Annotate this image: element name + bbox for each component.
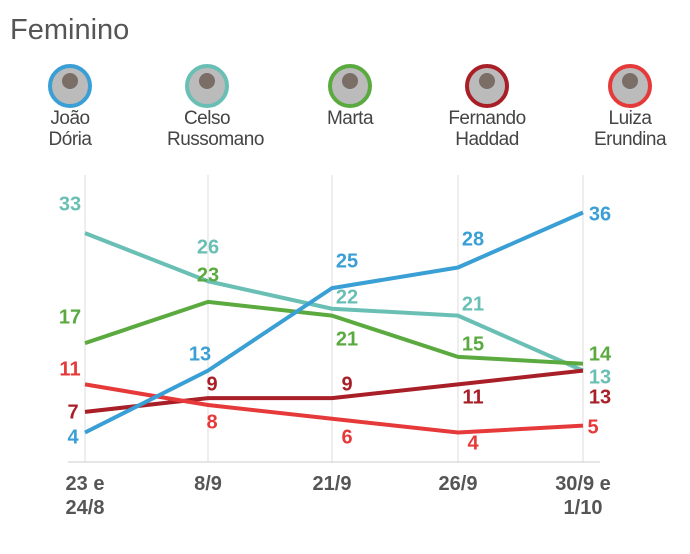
data-label: 7 (67, 401, 78, 423)
data-label: 26 (197, 236, 219, 258)
legend-avatar-head (342, 73, 358, 89)
data-label: 6 (341, 426, 352, 448)
data-label: 11 (59, 358, 80, 380)
data-label: 21 (462, 293, 484, 315)
data-label: 4 (67, 426, 79, 448)
data-label: 22 (336, 286, 358, 308)
data-label: 14 (589, 343, 612, 365)
data-label: 9 (341, 373, 352, 395)
data-label: 5 (587, 416, 598, 438)
legend-avatar-head (62, 73, 78, 89)
legend-label: Luiza Erundina (593, 108, 667, 150)
chart-title: Feminino (10, 14, 130, 46)
data-label: 8 (206, 411, 217, 433)
legend-avatar-head (199, 73, 215, 89)
data-label: 23 (197, 264, 219, 286)
data-label: 11 (462, 386, 483, 408)
legend-label: Celso Russomano (167, 108, 264, 150)
data-label: 4 (467, 432, 479, 454)
legend-label: Fernando Haddad (448, 108, 526, 150)
x-tick-label: 26/9 (438, 473, 478, 495)
x-tick-label: 23 e 24/8 (65, 473, 105, 519)
line (84, 368, 584, 414)
data-label: 28 (462, 228, 484, 250)
data-label: 17 (59, 306, 81, 328)
x-tick-label: 30/9 e 1/10 (555, 473, 611, 519)
x-tick-label: 21/9 (312, 473, 352, 495)
line (84, 299, 584, 366)
legend-avatar-head (479, 73, 495, 89)
legend-label: João Dória (48, 108, 92, 150)
data-label: 13 (589, 386, 611, 408)
x-tick-label: 8/9 (194, 473, 222, 495)
data-label: 9 (206, 373, 217, 395)
data-label: 15 (462, 333, 484, 355)
line (84, 231, 584, 373)
legend-label: Marta (326, 108, 374, 129)
data-label: 36 (589, 203, 611, 225)
line (84, 210, 584, 435)
legend-avatar-head (622, 73, 638, 89)
data-label: 13 (589, 366, 611, 388)
line (84, 382, 584, 435)
data-label: 25 (336, 250, 358, 272)
data-label: 33 (59, 193, 81, 215)
data-label: 21 (336, 328, 358, 350)
data-label: 13 (189, 343, 211, 365)
